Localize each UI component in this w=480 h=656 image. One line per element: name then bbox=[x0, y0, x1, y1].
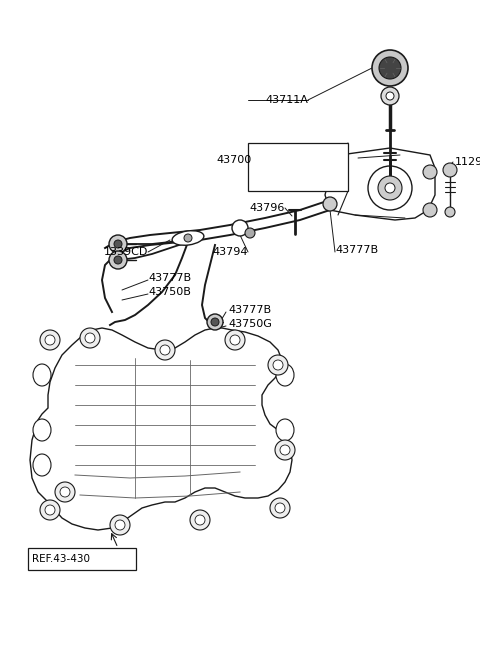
Ellipse shape bbox=[33, 419, 51, 441]
Circle shape bbox=[385, 183, 395, 193]
Text: 1129FC: 1129FC bbox=[455, 157, 480, 167]
Ellipse shape bbox=[172, 231, 204, 245]
Circle shape bbox=[115, 520, 125, 530]
Text: 43700: 43700 bbox=[217, 155, 252, 165]
Ellipse shape bbox=[276, 419, 294, 441]
Circle shape bbox=[155, 340, 175, 360]
Bar bbox=[28, 548, 136, 570]
Circle shape bbox=[109, 251, 127, 269]
Circle shape bbox=[423, 165, 437, 179]
Circle shape bbox=[280, 445, 290, 455]
Text: 43796: 43796 bbox=[250, 203, 285, 213]
Circle shape bbox=[45, 335, 55, 345]
Circle shape bbox=[85, 333, 95, 343]
Circle shape bbox=[55, 482, 75, 502]
Circle shape bbox=[368, 166, 412, 210]
Circle shape bbox=[372, 50, 408, 86]
Circle shape bbox=[245, 228, 255, 238]
Text: 43750G: 43750G bbox=[228, 319, 272, 329]
Circle shape bbox=[211, 318, 219, 326]
Text: 43794: 43794 bbox=[213, 247, 248, 257]
Text: 43777B: 43777B bbox=[228, 305, 271, 315]
Circle shape bbox=[270, 498, 290, 518]
Text: 43711A: 43711A bbox=[265, 95, 308, 105]
Ellipse shape bbox=[33, 454, 51, 476]
Text: 43750B: 43750B bbox=[148, 287, 191, 297]
Circle shape bbox=[184, 234, 192, 242]
Text: 43777B: 43777B bbox=[335, 245, 378, 255]
Circle shape bbox=[445, 207, 455, 217]
Circle shape bbox=[207, 314, 223, 330]
Circle shape bbox=[225, 330, 245, 350]
Polygon shape bbox=[325, 148, 435, 220]
Circle shape bbox=[268, 355, 288, 375]
Circle shape bbox=[109, 235, 127, 253]
Polygon shape bbox=[30, 328, 292, 530]
Circle shape bbox=[386, 92, 394, 100]
Circle shape bbox=[323, 197, 337, 211]
Circle shape bbox=[160, 345, 170, 355]
Circle shape bbox=[381, 87, 399, 105]
Circle shape bbox=[80, 328, 100, 348]
Circle shape bbox=[40, 500, 60, 520]
Circle shape bbox=[45, 505, 55, 515]
Text: 1339CD: 1339CD bbox=[104, 247, 148, 257]
Circle shape bbox=[275, 503, 285, 513]
Ellipse shape bbox=[276, 364, 294, 386]
Circle shape bbox=[232, 220, 248, 236]
Circle shape bbox=[379, 57, 401, 79]
Circle shape bbox=[230, 335, 240, 345]
Text: 43777B: 43777B bbox=[148, 273, 191, 283]
Text: REF.43-430: REF.43-430 bbox=[32, 554, 90, 564]
Circle shape bbox=[60, 487, 70, 497]
Circle shape bbox=[378, 176, 402, 200]
Circle shape bbox=[273, 360, 283, 370]
Circle shape bbox=[114, 256, 122, 264]
Bar bbox=[248, 143, 348, 191]
Circle shape bbox=[195, 515, 205, 525]
Circle shape bbox=[40, 330, 60, 350]
Circle shape bbox=[423, 203, 437, 217]
Circle shape bbox=[190, 510, 210, 530]
Circle shape bbox=[110, 515, 130, 535]
Circle shape bbox=[443, 163, 457, 177]
Circle shape bbox=[275, 440, 295, 460]
Ellipse shape bbox=[33, 364, 51, 386]
Circle shape bbox=[114, 240, 122, 248]
